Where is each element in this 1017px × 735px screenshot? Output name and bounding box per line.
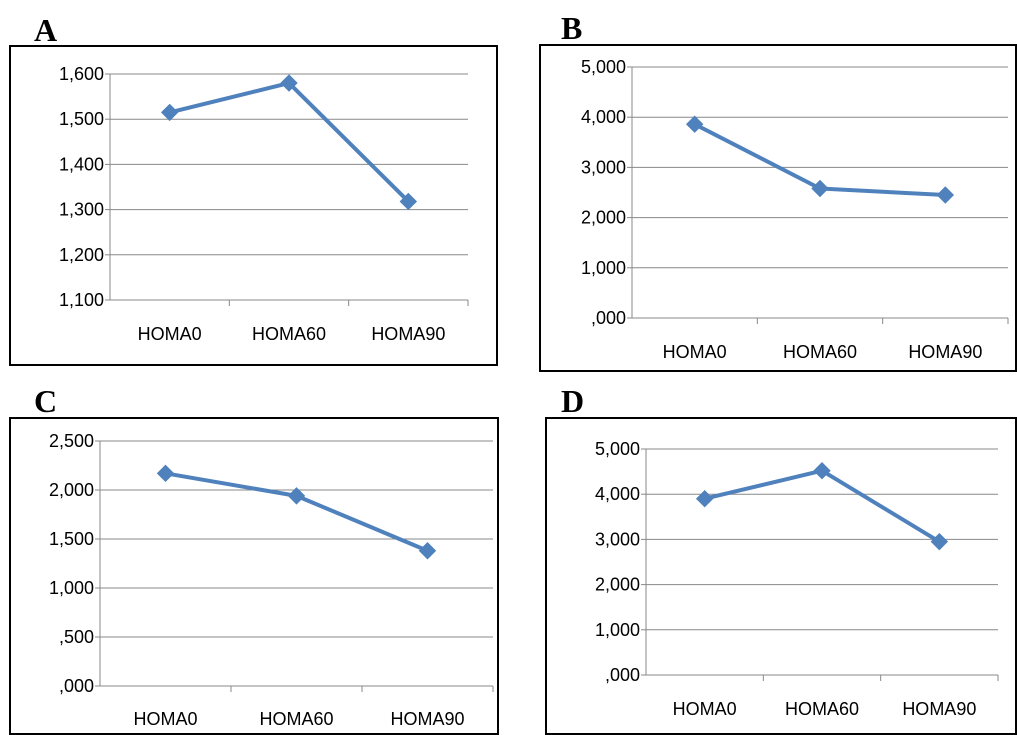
chart-panel-c [9, 417, 499, 735]
y-tick-label-c: 1,500 [49, 529, 94, 549]
x-tick-label-d: HOMA0 [673, 699, 737, 719]
data-point-c-homa90 [418, 542, 437, 560]
panel-letter-c: C [34, 383, 58, 419]
y-tick-label-b: 4,000 [581, 107, 626, 127]
data-point-d-homa90 [930, 532, 949, 551]
y-tick-label-c: 2,000 [49, 480, 94, 500]
y-tick-label-d: 5,000 [595, 439, 640, 459]
y-tick-label-c: 2,500 [49, 431, 94, 451]
panel-letter-a: A [34, 12, 58, 48]
y-tick-label-a: 1,300 [59, 200, 104, 220]
panel-letter-b: B [561, 10, 583, 46]
data-point-a-homa60 [280, 74, 298, 92]
y-tick-label-d: 2,000 [595, 575, 640, 595]
x-tick-label-c: HOMA0 [133, 709, 197, 729]
x-tick-label-d: HOMA90 [902, 699, 976, 719]
data-point-b-homa90 [936, 186, 955, 204]
x-tick-label-b: HOMA90 [908, 342, 982, 362]
y-tick-label-a: 1,600 [59, 64, 104, 84]
x-tick-label-a: HOMA0 [138, 324, 202, 344]
y-tick-label-a: 1,200 [59, 245, 104, 265]
y-tick-label-b: 3,000 [581, 157, 626, 177]
data-point-b-homa0 [685, 115, 704, 133]
y-tick-label-a: 1,100 [59, 290, 104, 310]
x-tick-label-b: HOMA0 [663, 342, 727, 362]
data-point-d-homa0 [695, 490, 714, 508]
x-tick-label-c: HOMA60 [259, 709, 333, 729]
data-point-a-homa0 [160, 103, 179, 122]
x-tick-label-c: HOMA90 [390, 709, 464, 729]
chart-panel-b [539, 44, 1017, 372]
y-tick-label-c: 1,000 [49, 578, 94, 598]
chart-panel-d [545, 417, 1017, 735]
data-point-c-homa0 [156, 464, 175, 483]
x-tick-label-b: HOMA60 [783, 342, 857, 362]
y-tick-label-d: ,000 [605, 665, 640, 685]
y-tick-label-c: ,000 [59, 676, 94, 696]
data-point-b-homa60 [811, 179, 829, 198]
series-line-a [169, 81, 410, 203]
y-tick-label-a: 1,400 [59, 154, 104, 174]
y-tick-label-d: 4,000 [595, 484, 640, 504]
chart-panel-a [9, 45, 498, 366]
y-tick-label-b: 1,000 [581, 258, 626, 278]
data-point-c-homa60 [287, 487, 306, 505]
x-tick-label-a: HOMA90 [371, 324, 445, 344]
series-line-d [704, 468, 941, 544]
x-tick-label-a: HOMA60 [252, 324, 326, 344]
y-tick-label-b: 5,000 [581, 57, 626, 77]
y-tick-label-c: ,500 [59, 627, 94, 647]
data-point-d-homa60 [813, 461, 831, 480]
y-tick-label-d: 3,000 [595, 529, 640, 549]
y-tick-label-b: 2,000 [581, 208, 626, 228]
y-tick-label-d: 1,000 [595, 620, 640, 640]
x-tick-label-d: HOMA60 [785, 699, 859, 719]
y-tick-label-b: ,000 [591, 308, 626, 328]
data-point-a-homa90 [399, 192, 418, 211]
y-tick-label-a: 1,500 [59, 109, 104, 129]
panel-letter-d: D [561, 383, 585, 419]
